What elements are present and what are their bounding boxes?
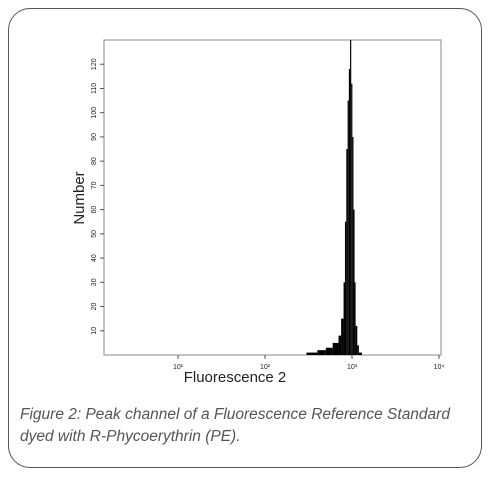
- histogram-bar: [355, 325, 358, 355]
- y-tick-label: 40: [91, 254, 98, 262]
- y-tick-label: 60: [91, 206, 98, 214]
- y-tick-label: 110: [91, 83, 98, 94]
- histogram-bar: [351, 83, 353, 355]
- histogram-bar: [338, 335, 342, 355]
- chart: Number Fluorescence 2 10 20 30 40 50 60 70 80 90…: [71, 39, 445, 386]
- histogram-bar: [344, 221, 347, 355]
- y-tick-label: 100: [91, 107, 98, 119]
- x-tick-label: 10¹: [173, 364, 184, 371]
- histogram-bar: [350, 40, 352, 355]
- x-tick-label: 10⁴: [434, 364, 445, 371]
- caption: Figure 2: Peak channel of a Fluorescence…: [20, 406, 450, 445]
- histogram-bar: [354, 282, 356, 355]
- histogram-bar: [352, 136, 354, 355]
- y-tick-label: 80: [91, 157, 98, 165]
- y-axis-label: Number: [71, 171, 88, 224]
- panel-border: [8, 8, 482, 468]
- y-tick-label: 120: [91, 58, 98, 70]
- histogram-bar: [306, 352, 318, 355]
- y-tick-label: 10: [91, 327, 98, 335]
- histogram-bar: [341, 318, 344, 355]
- y-tick-label: 20: [91, 303, 98, 311]
- histogram-bar: [353, 209, 355, 355]
- histogram-bar: [358, 352, 362, 355]
- histogram-bar: [317, 350, 326, 355]
- y-tick-label: 30: [91, 278, 98, 286]
- histogram-bar: [348, 69, 351, 356]
- histogram-bar: [325, 347, 333, 355]
- histogram-bar: [343, 282, 345, 355]
- histogram-bar: [346, 149, 348, 355]
- x-axis-label: Fluorescence 2: [184, 369, 287, 386]
- histogram-bar: [332, 342, 339, 355]
- y-tick-label: 90: [91, 133, 98, 141]
- x-tick-label: 10²: [260, 364, 271, 371]
- plot-frame: [103, 39, 442, 356]
- y-tick-label: 70: [91, 181, 98, 189]
- y-tick-label: 50: [91, 230, 98, 238]
- histogram-bar: [347, 100, 349, 355]
- histogram-bar: [357, 345, 359, 355]
- x-tick-label: 10³: [347, 364, 358, 371]
